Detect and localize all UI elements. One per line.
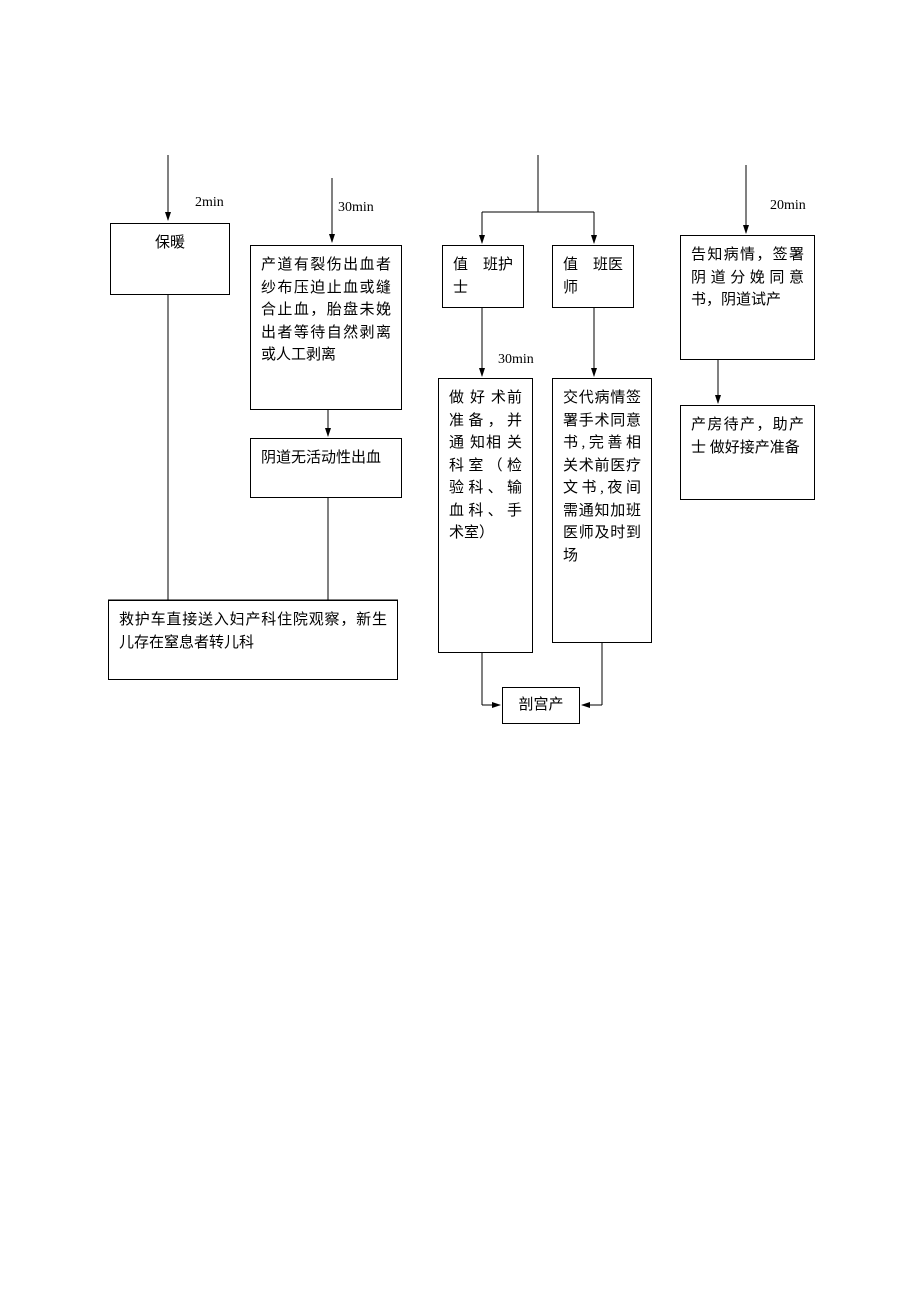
label-30min-a: 30min: [338, 200, 374, 216]
node-yindao-no-bleed: 阴道无活动性出血: [250, 438, 402, 498]
node-chanfang: 产房待产，助产 士 做好接产准备: [680, 405, 815, 500]
node-jiaodai: 交代病情签署手术同意书,完善相关术前医疗文书,夜间需通知加班医师及时到场: [552, 378, 652, 643]
node-hushi: 值 班护士: [442, 245, 524, 308]
node-jiuhuche: 救护车直接送入妇产科住院观察，新生儿存在窒息者转儿科: [108, 600, 398, 680]
node-pougongchan: 剖宫产: [502, 687, 580, 724]
node-shuqian: 做 好 术前准备，并 通 知相 关 科室（检验科、输血科、手术室）: [438, 378, 533, 653]
node-chandao: 产道有裂伤出血者纱布压迫止血或缝合止血，胎盘未娩出者等待自然剥离或人工剥离: [250, 245, 402, 410]
flowchart-canvas: 2min 30min 30min 20min 保暖 产道有裂伤出血者纱布压迫止血…: [0, 0, 920, 1301]
node-baonuan: 保暖: [110, 223, 230, 295]
label-30min-b: 30min: [498, 352, 534, 368]
label-20min: 20min: [770, 198, 806, 214]
node-gaozhi: 告知病情，签署阴道分娩同意书，阴道试产: [680, 235, 815, 360]
node-yishi: 值 班医师: [552, 245, 634, 308]
label-2min: 2min: [195, 195, 224, 211]
